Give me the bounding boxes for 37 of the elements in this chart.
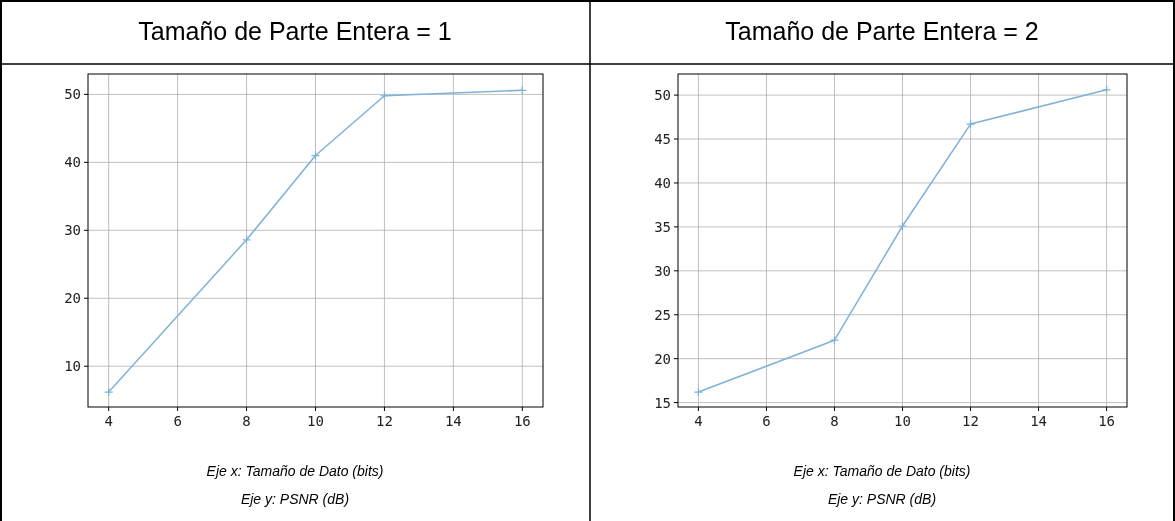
x-tick-label: 4 [104,413,113,429]
x-tick-label: 12 [376,413,393,429]
x-tick-label: 16 [513,413,531,429]
y-tick-label: 15 [654,394,671,411]
y-tick-label: 30 [64,222,81,239]
y-tick-label: 20 [64,290,81,307]
x-tick-label: 6 [173,413,182,429]
x-tick-label: 14 [444,413,462,429]
y-tick-label: 50 [64,86,81,103]
x-tick-label: 14 [1030,413,1047,429]
x-tick-label: 8 [242,413,251,429]
y-tick-label: 50 [654,87,671,104]
x-tick-label: 10 [894,413,911,429]
y-tick-label: 10 [64,358,81,375]
point [693,387,704,397]
text: Eje y: PSNR (dB) [240,491,350,507]
point [897,221,908,231]
point [104,387,114,397]
chart-title: Tamaño de Parte Entera = 2 [725,17,1039,45]
y-tick-label: 40 [654,174,671,191]
x-tick-label: 10 [307,413,324,429]
x-tick-label: 16 [1098,413,1116,429]
x-tick-label: 8 [830,413,839,429]
text: Eje x: Tamaño de Dato (bits) [793,463,971,479]
text: Eje y: PSNR (dB) [827,491,937,507]
text: Eje x: Tamaño de Dato (bits) [206,463,384,479]
y-tick-label: 45 [654,131,671,148]
x-tick-label: 12 [962,413,979,429]
point [965,119,976,129]
x-tick-label: 4 [694,413,703,429]
y-tick-label: 20 [654,350,671,367]
y-tick-label: 35 [654,218,671,235]
y-tick-label: 30 [654,262,671,279]
x-tick-label: 6 [762,413,771,429]
y-tick-label: 25 [654,306,671,323]
chart-title: Tamaño de Parte Entera = 1 [138,17,452,45]
y-tick-label: 40 [64,154,81,171]
